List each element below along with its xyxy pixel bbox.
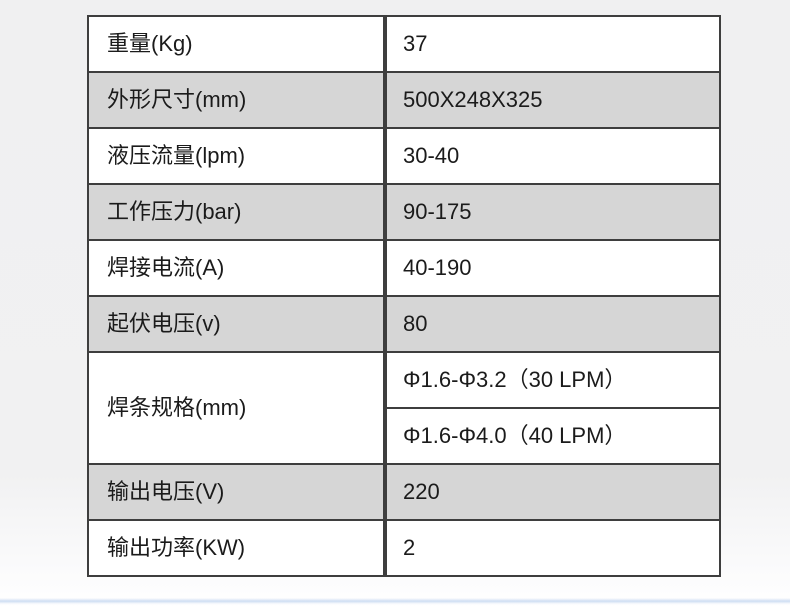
- spec-label-output-voltage: 输出电压(V): [87, 463, 386, 521]
- spec-value-output-power: 2: [383, 519, 721, 577]
- table-row: 外形尺寸(mm) 500X248X325: [87, 71, 721, 129]
- spec-value-dimensions: 500X248X325: [383, 71, 721, 129]
- spec-table-grid: 重量(Kg) 37 外形尺寸(mm) 500X248X325 液压流量(lpm)…: [87, 15, 721, 577]
- table-row: Φ1.6-Φ4.0（40 LPM）: [88, 407, 721, 465]
- spec-value-electrode-size-40lpm: Φ1.6-Φ4.0（40 LPM）: [383, 407, 721, 465]
- table-row: 焊条规格(mm) Φ1.6-Φ3.2（30 LPM）: [87, 351, 721, 465]
- bottom-blue-band: [0, 598, 790, 605]
- spec-value-hydraulic-flow: 30-40: [383, 127, 721, 185]
- spec-label-weight: 重量(Kg): [87, 15, 386, 73]
- table-row: 输出功率(KW) 2: [87, 519, 721, 577]
- table-row: 输出电压(V) 220: [87, 463, 721, 521]
- spec-value-working-pressure: 90-175: [383, 183, 721, 241]
- table-row: 起伏电压(v) 80: [87, 295, 721, 353]
- table-row: 液压流量(lpm) 30-40: [87, 127, 721, 185]
- spec-table: 重量(Kg) 37 外形尺寸(mm) 500X248X325 液压流量(lpm)…: [87, 15, 721, 577]
- spec-label-hydraulic-flow: 液压流量(lpm): [87, 127, 386, 185]
- spec-label-dimensions: 外形尺寸(mm): [87, 71, 386, 129]
- spec-value-welding-current: 40-190: [383, 239, 721, 297]
- table-row: 重量(Kg) 37: [87, 15, 721, 73]
- table-row: 工作压力(bar) 90-175: [87, 183, 721, 241]
- spec-label-output-power: 输出功率(KW): [87, 519, 386, 577]
- table-row: 焊接电流(A) 40-190: [87, 239, 721, 297]
- spec-value-surge-voltage: 80: [383, 295, 721, 353]
- spec-value-electrode-size-30lpm: Φ1.6-Φ3.2（30 LPM）: [383, 351, 721, 409]
- spec-value-weight: 37: [383, 15, 721, 73]
- spec-label-working-pressure: 工作压力(bar): [87, 183, 386, 241]
- spec-label-surge-voltage: 起伏电压(v): [87, 295, 386, 353]
- spec-label-welding-current: 焊接电流(A): [87, 239, 386, 297]
- spec-value-output-voltage: 220: [383, 463, 721, 521]
- spec-label-electrode-size: 焊条规格(mm): [87, 351, 386, 465]
